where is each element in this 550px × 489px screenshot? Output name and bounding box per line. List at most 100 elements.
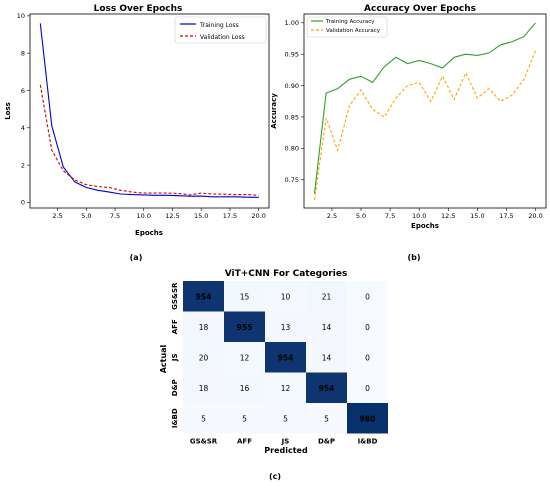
loss-y-tick-label: 2 [21, 161, 25, 169]
loss-y-tick-label: 4 [21, 124, 25, 132]
heatmap-cell [265, 403, 306, 434]
heatmap-cell [306, 403, 347, 434]
accuracy-legend: Training Accuracy Validation Accuracy [306, 16, 388, 38]
heatmap-cell [306, 372, 347, 403]
confusion-matrix-cells: 954 15 10 21 0 18 955 13 14 0 20 12 954 14 0 18 16 12 954 0… [183, 281, 388, 434]
heatmap-cell-value: 16 [240, 384, 250, 393]
heatmap-cell [347, 311, 388, 342]
panel-label-c: (c) [269, 472, 281, 481]
accuracy-chart: Accuracy Over Epochs 2.5 5.0 7.5 10.0 12.5 15… [270, 4, 547, 262]
confusion-matrix-tick-labels: GS&SR AFF JS D&P I&BD GS&SR AFF JS D&P I&BD [171, 282, 378, 446]
heatmap-cell [306, 342, 347, 373]
heatmap-cell [265, 372, 306, 403]
accuracy-x-tick-label: 10.0 [412, 212, 426, 220]
loss-axis-ticks: 2.5 5.0 7.5 10.0 12.5 15.0 17.5 20.0 0 2 4 6 8 10 [17, 12, 266, 220]
confusion-matrix: ViT+CNN For Categories 954 15 10 21 0 18 955 13… [159, 269, 388, 481]
heatmap-x-tick-label: I&BD [358, 438, 378, 446]
accuracy-x-tick-label: 2.5 [327, 212, 337, 220]
confusion-matrix-title: ViT+CNN For Categories [225, 269, 348, 279]
accuracy-y-axis-label: Accuracy [270, 93, 278, 129]
heatmap-cell [183, 281, 224, 312]
heatmap-cell-value: 0 [365, 292, 370, 301]
accuracy-x-tick-label: 17.5 [499, 212, 513, 220]
loss-x-tick-label: 7.5 [110, 212, 120, 220]
heatmap-cell [183, 372, 224, 403]
accuracy-x-tick-label: 15.0 [470, 212, 484, 220]
accuracy-series-lines [313, 22, 537, 200]
loss-legend: Training Loss Validation Loss [174, 16, 267, 44]
heatmap-cell-value: 13 [281, 323, 291, 332]
heatmap-cell-value: 5 [242, 414, 247, 423]
heatmap-cell [224, 372, 265, 403]
loss-series-line-validation [39, 84, 259, 196]
heatmap-cell-value: 954 [319, 384, 335, 393]
heatmap-cell [347, 342, 388, 373]
heatmap-cell-value: 21 [322, 292, 332, 301]
heatmap-cell [183, 403, 224, 434]
heatmap-cell-value: 955 [237, 323, 253, 332]
accuracy-x-axis-label: Epochs [411, 222, 439, 230]
loss-x-tick-label: 17.5 [223, 212, 237, 220]
heatmap-cell [265, 342, 306, 373]
heatmap-cell [306, 311, 347, 342]
heatmap-cell-value: 5 [201, 414, 206, 423]
loss-x-tick-label: 12.5 [165, 212, 179, 220]
heatmap-x-tick-label: D&P [318, 438, 335, 446]
loss-y-tick-label: 0 [21, 199, 25, 207]
accuracy-y-tick-label: 0.85 [285, 113, 299, 121]
heatmap-y-tick-label: AFF [171, 319, 179, 334]
loss-series-line-training [39, 23, 259, 198]
loss-x-tick-label: 20.0 [251, 212, 265, 220]
heatmap-cell [224, 342, 265, 373]
heatmap-cell [224, 403, 265, 434]
heatmap-cell [265, 281, 306, 312]
heatmap-x-tick-label: AFF [237, 438, 252, 446]
loss-chart: Loss Over Epochs 2.5 5.0 7.5 10.0 12.5 15.0 17… [4, 4, 270, 262]
heatmap-cell [347, 403, 388, 434]
accuracy-y-tick-label: 0.90 [285, 82, 299, 90]
accuracy-chart-title: Accuracy Over Epochs [364, 4, 476, 14]
heatmap-cell-value: 14 [322, 353, 332, 362]
heatmap-cell-value: 12 [281, 384, 291, 393]
loss-x-tick-label: 2.5 [52, 212, 62, 220]
accuracy-series-line-training [313, 22, 536, 194]
accuracy-y-tick-label: 0.95 [285, 50, 299, 58]
heatmap-cell [306, 281, 347, 312]
heatmap-cell-value: 12 [240, 353, 250, 362]
heatmap-cell-value: 0 [365, 384, 370, 393]
heatmap-cell-value: 5 [324, 414, 329, 423]
loss-series-lines [39, 23, 259, 198]
accuracy-axis-ticks: 2.5 5.0 7.5 10.0 12.5 15.0 17.5 20.0 0.75 0.80 0.8… [285, 19, 543, 220]
loss-y-tick-label: 8 [21, 49, 25, 57]
heatmap-cell [265, 311, 306, 342]
heatmap-cell [347, 281, 388, 312]
loss-y-axis-label: Loss [4, 102, 12, 120]
heatmap-cell-value: 10 [281, 292, 291, 301]
confusion-y-axis-label: Actual [159, 344, 168, 373]
heatmap-cell-value: 980 [360, 414, 376, 423]
loss-legend-label-validation: Validation Loss [200, 34, 245, 41]
loss-x-axis-label: Epochs [135, 229, 163, 237]
loss-x-tick-label: 15.0 [194, 212, 208, 220]
accuracy-legend-box [306, 16, 388, 38]
accuracy-x-tick-label: 5.0 [356, 212, 366, 220]
heatmap-cell-value: 18 [199, 384, 209, 393]
accuracy-legend-label-validation: Validation Accuracy [326, 28, 381, 34]
accuracy-plot-area [303, 13, 547, 209]
heatmap-cell-value: 954 [278, 353, 294, 362]
heatmap-y-tick-label: GS&SR [171, 282, 179, 310]
loss-legend-box [174, 16, 267, 44]
heatmap-y-tick-label: D&P [171, 379, 179, 396]
heatmap-cell [224, 311, 265, 342]
heatmap-cell-value: 954 [196, 292, 212, 301]
accuracy-y-tick-label: 0.75 [285, 176, 299, 184]
loss-y-tick-label: 6 [21, 87, 25, 95]
heatmap-cell-value: 18 [199, 323, 209, 332]
heatmap-x-tick-label: GS&SR [190, 438, 218, 446]
heatmap-y-tick-label: JS [171, 353, 179, 362]
heatmap-cell [183, 311, 224, 342]
heatmap-y-tick-label: I&BD [171, 408, 179, 428]
loss-y-tick-label: 10 [17, 12, 25, 20]
heatmap-cell-value: 20 [199, 353, 209, 362]
